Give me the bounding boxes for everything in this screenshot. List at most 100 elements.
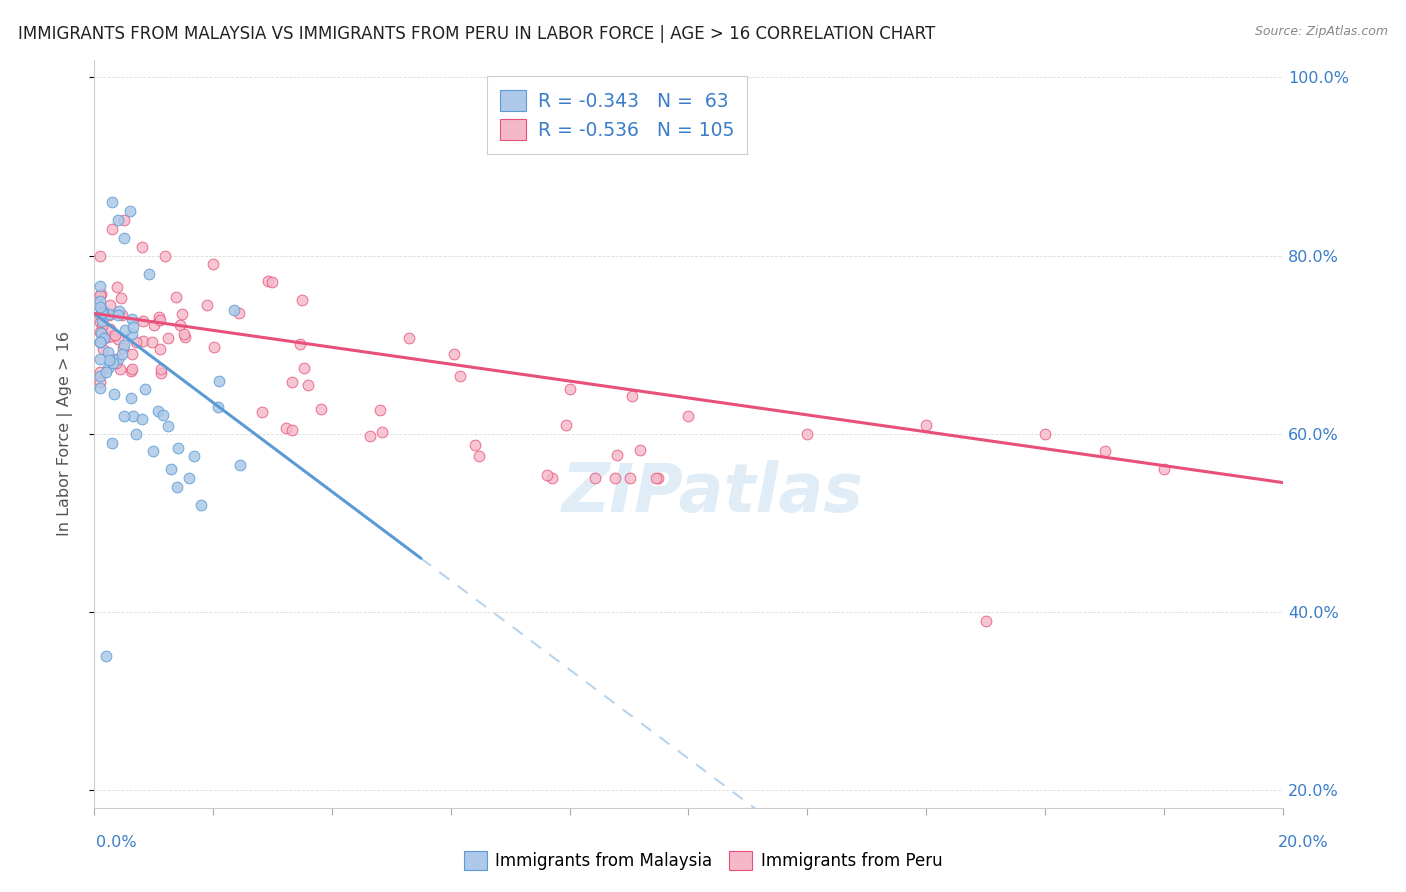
Point <box>536 467 558 482</box>
Point <box>1153 462 1175 476</box>
Point <box>619 471 641 485</box>
Point <box>256 274 278 288</box>
Point <box>98 353 121 368</box>
Y-axis label: In Labor Force | Age > 16: In Labor Force | Age > 16 <box>58 331 73 536</box>
Point <box>100 329 122 343</box>
Point <box>796 426 818 441</box>
Point <box>101 435 124 450</box>
Point <box>114 323 136 337</box>
Point <box>108 361 131 376</box>
Point <box>170 307 193 321</box>
Point <box>974 614 997 628</box>
Point <box>89 248 111 262</box>
Point <box>647 471 669 485</box>
Point <box>281 375 304 389</box>
Point <box>98 307 121 321</box>
Point <box>112 409 135 423</box>
Point <box>107 332 129 346</box>
Point <box>91 313 114 327</box>
Point <box>288 337 311 351</box>
Point <box>131 411 153 425</box>
Point <box>121 362 143 376</box>
Point <box>606 449 628 463</box>
Point <box>96 330 118 344</box>
Point <box>124 426 146 441</box>
Point <box>207 400 229 414</box>
Point <box>583 471 606 485</box>
Point <box>292 360 315 375</box>
Point <box>142 318 165 333</box>
Point <box>108 303 131 318</box>
Legend: Immigrants from Malaysia, Immigrants from Peru: Immigrants from Malaysia, Immigrants fro… <box>457 844 949 877</box>
Point <box>309 401 332 416</box>
Point <box>141 334 163 349</box>
Point <box>101 195 124 210</box>
Point <box>122 409 145 423</box>
Point <box>121 347 143 361</box>
Point <box>120 364 142 378</box>
Point <box>91 343 114 357</box>
Point <box>558 382 581 396</box>
Point <box>195 298 218 312</box>
Point <box>262 275 284 289</box>
Point <box>190 498 212 512</box>
Point <box>125 335 148 350</box>
Point <box>370 425 392 440</box>
Point <box>104 356 127 370</box>
Point <box>169 318 191 332</box>
Point <box>138 267 160 281</box>
Point <box>146 404 169 418</box>
Point <box>149 342 172 356</box>
Point <box>112 338 135 352</box>
Point <box>100 298 122 312</box>
Point <box>398 330 420 344</box>
Point <box>89 375 111 389</box>
Point <box>110 291 132 305</box>
Point <box>89 334 111 349</box>
Point <box>202 339 225 353</box>
Point <box>101 221 124 235</box>
Point <box>122 320 145 334</box>
Point <box>121 311 143 326</box>
Point <box>90 305 112 319</box>
Point <box>152 408 174 422</box>
Point <box>111 308 134 322</box>
Point <box>250 405 273 419</box>
Point <box>132 314 155 328</box>
Point <box>131 239 153 253</box>
Point <box>201 257 224 271</box>
Point <box>443 347 465 361</box>
Point <box>120 391 142 405</box>
Point <box>368 402 391 417</box>
Point <box>89 293 111 308</box>
Point <box>97 344 120 359</box>
Point <box>228 306 250 320</box>
Point <box>96 365 118 379</box>
Point <box>468 450 491 464</box>
Point <box>160 462 183 476</box>
Point <box>89 279 111 293</box>
Point <box>93 330 115 344</box>
Point <box>118 204 141 219</box>
Point <box>142 444 165 458</box>
Point <box>620 389 643 403</box>
Point <box>281 423 304 437</box>
Point <box>359 429 381 443</box>
Point <box>121 326 143 341</box>
Point <box>111 341 134 355</box>
Point <box>97 360 120 375</box>
Text: 20.0%: 20.0% <box>1278 836 1329 850</box>
Point <box>297 378 319 392</box>
Point <box>89 351 111 366</box>
Point <box>112 213 135 227</box>
Text: IMMIGRANTS FROM MALAYSIA VS IMMIGRANTS FROM PERU IN LABOR FORCE | AGE > 16 CORRE: IMMIGRANTS FROM MALAYSIA VS IMMIGRANTS F… <box>18 25 935 43</box>
Point <box>132 334 155 349</box>
Point <box>173 327 195 342</box>
Text: ZIPatlas: ZIPatlas <box>561 460 863 526</box>
Point <box>603 471 626 485</box>
Point <box>104 328 127 343</box>
Point <box>157 419 180 434</box>
Text: 0.0%: 0.0% <box>96 836 136 850</box>
Point <box>89 301 111 315</box>
Point <box>148 310 170 324</box>
